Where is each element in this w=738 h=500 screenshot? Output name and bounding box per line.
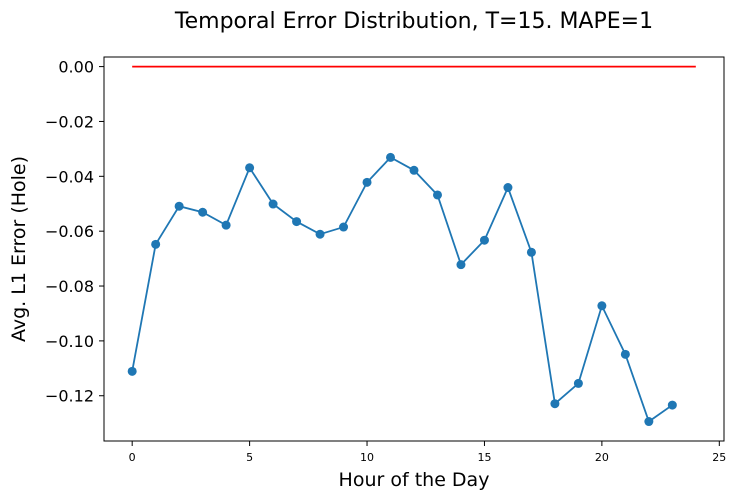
x-tick-label: 5: [246, 451, 253, 464]
data-point: [151, 239, 161, 249]
plot-frame: [103, 56, 725, 442]
data-point: [573, 378, 583, 388]
y-tick-label: −0.08: [45, 277, 94, 296]
data-point: [245, 163, 255, 173]
x-tick-label: 25: [712, 451, 726, 464]
error-series-line: [131, 156, 673, 423]
data-point: [526, 247, 536, 257]
chart-title: Temporal Error Distribution, T=15. MAPE=…: [174, 9, 653, 34]
y-tick-label: −0.02: [45, 112, 94, 131]
y-axis-label: Avg. L1 Error (Hole): [8, 156, 30, 342]
y-tick-label: −0.04: [45, 167, 94, 186]
y-tick-label: 0.00: [58, 58, 94, 77]
data-point: [456, 260, 466, 270]
data-point: [432, 190, 442, 200]
data-point: [479, 235, 489, 245]
y-axis: 0.00 −0.02 −0.04 −0.06 −0.08 −0.10 −0.12: [45, 58, 104, 406]
x-tick-label: 20: [595, 451, 609, 464]
x-axis: 0 5 10 15 20 25: [129, 441, 726, 464]
data-point: [315, 229, 325, 239]
x-tick-label: 10: [360, 451, 374, 464]
data-point: [339, 222, 349, 232]
data-point: [667, 400, 677, 410]
data-point: [362, 177, 372, 187]
data-point: [386, 152, 396, 162]
y-tick-label: −0.10: [45, 332, 94, 351]
series-layer: [127, 65, 696, 427]
data-point: [292, 217, 302, 227]
data-point: [409, 165, 419, 175]
data-point: [174, 201, 184, 211]
y-tick-label: −0.06: [45, 222, 94, 241]
data-point: [597, 301, 607, 311]
data-point: [221, 220, 231, 230]
data-point: [550, 399, 560, 409]
data-point: [268, 199, 278, 209]
data-point: [198, 207, 208, 217]
data-point: [644, 417, 654, 427]
data-point: [620, 349, 630, 359]
x-axis-label: Hour of the Day: [339, 469, 490, 491]
y-tick-label: −0.12: [45, 387, 94, 406]
x-tick-label: 0: [129, 451, 136, 464]
data-point: [127, 366, 137, 376]
x-tick-label: 15: [477, 451, 491, 464]
data-point: [503, 183, 513, 193]
